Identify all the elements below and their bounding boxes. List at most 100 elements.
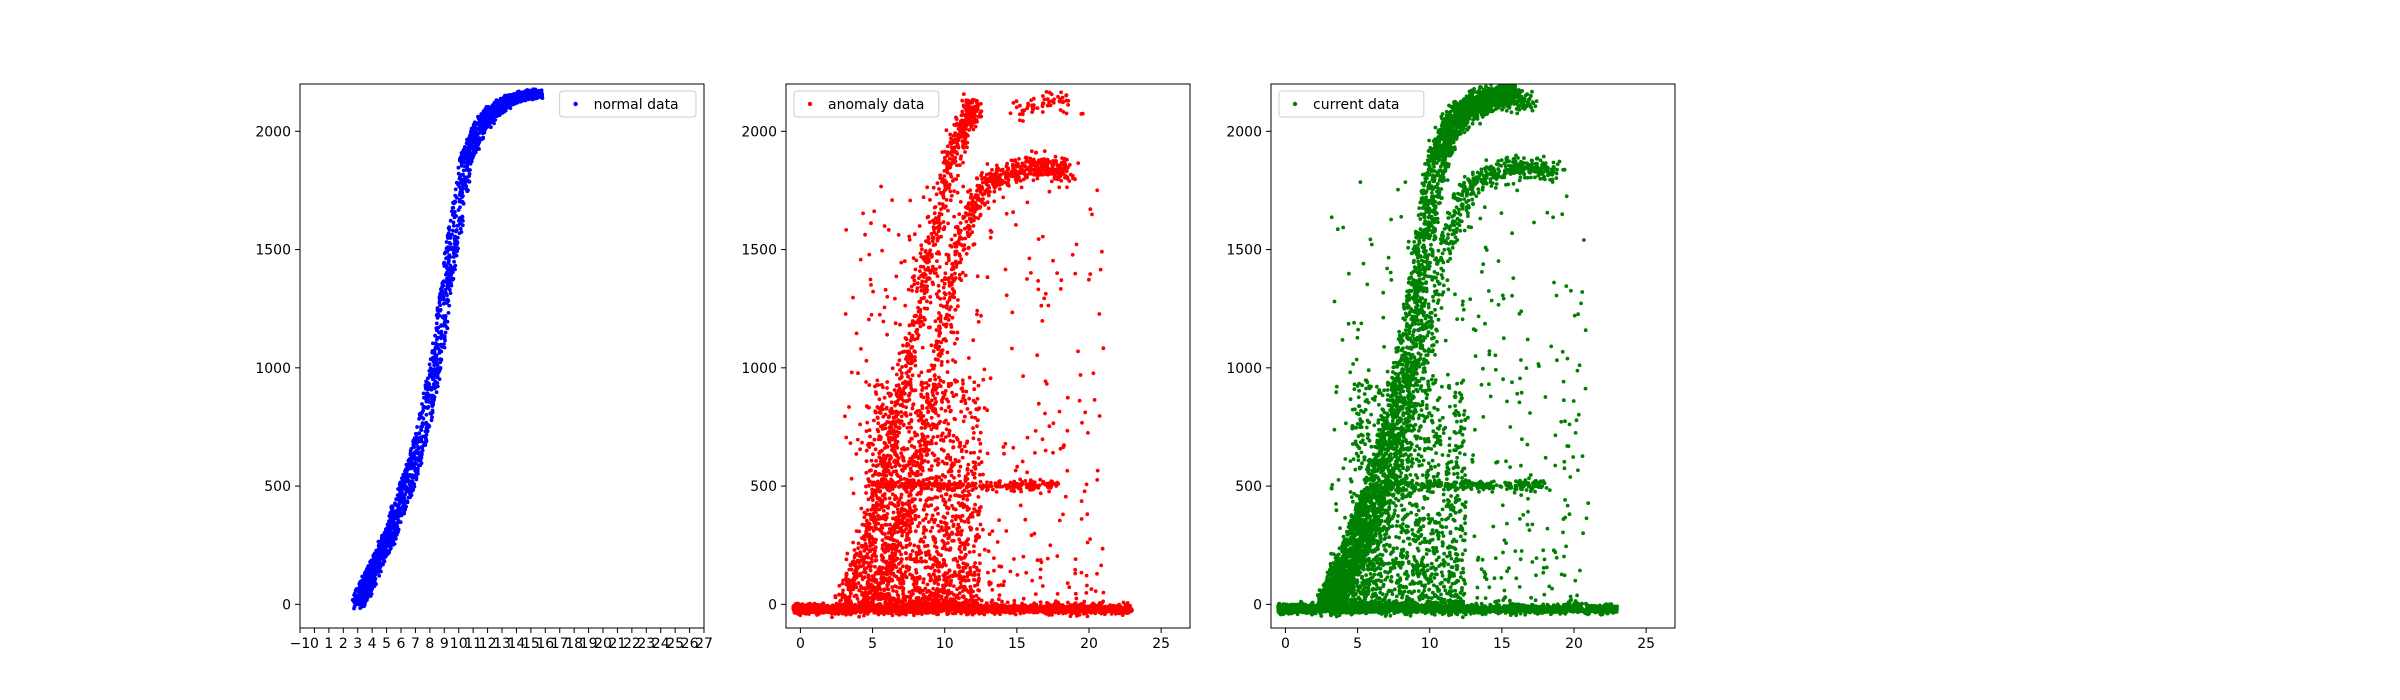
- data-point: [440, 289, 445, 293]
- data-point: [416, 472, 420, 476]
- data-point: [836, 612, 841, 616]
- data-point: [417, 417, 421, 421]
- data-point: [931, 185, 936, 190]
- x-tick-label: 21: [609, 636, 627, 652]
- data-point: [477, 131, 482, 135]
- data-point: [1034, 602, 1039, 607]
- data-point: [433, 362, 438, 367]
- data-point: [367, 574, 372, 579]
- data-point: [951, 140, 956, 145]
- data-point: [438, 308, 443, 312]
- data-point: [953, 159, 958, 164]
- data-point: [928, 198, 932, 202]
- data-point: [358, 586, 362, 591]
- data-point: [793, 602, 798, 606]
- data-point: [379, 556, 384, 561]
- data-point: [897, 358, 902, 363]
- data-point: [911, 608, 916, 613]
- y-tick-label: 0: [282, 597, 291, 613]
- x-tick-label: 15: [522, 636, 540, 652]
- data-point: [404, 489, 409, 494]
- data-point: [449, 283, 454, 288]
- data-point: [502, 105, 507, 110]
- data-point: [907, 323, 912, 328]
- data-point: [381, 533, 386, 538]
- data-point: [808, 609, 812, 614]
- data-point: [424, 437, 428, 442]
- data-point: [473, 147, 477, 152]
- data-point: [474, 137, 478, 142]
- data-point: [855, 604, 860, 609]
- data-point: [934, 192, 939, 197]
- data-point: [927, 220, 932, 225]
- data-point: [424, 387, 429, 391]
- data-point: [445, 276, 449, 281]
- data-point: [384, 527, 388, 532]
- data-point: [458, 176, 463, 181]
- data-point: [838, 599, 842, 603]
- data-point: [421, 405, 426, 410]
- data-point: [954, 608, 958, 612]
- data-point: [897, 613, 902, 617]
- data-point: [466, 152, 471, 157]
- data-point: [1084, 605, 1088, 609]
- data-point: [382, 559, 387, 564]
- data-point: [815, 608, 820, 613]
- x-tick-label: 5: [382, 636, 391, 652]
- data-point: [500, 111, 505, 115]
- data-point: [451, 228, 455, 233]
- data-point: [447, 267, 452, 272]
- data-point: [432, 367, 437, 371]
- data-point: [359, 595, 363, 600]
- data-point: [387, 550, 392, 555]
- data-point: [453, 187, 458, 192]
- data-point: [398, 484, 402, 489]
- x-tick-label: 20: [594, 636, 612, 652]
- legend-marker: [573, 101, 578, 107]
- data-point: [375, 558, 380, 563]
- data-point: [499, 107, 504, 112]
- data-point: [429, 418, 434, 423]
- data-point: [421, 408, 425, 413]
- data-point: [1044, 605, 1049, 610]
- data-point: [451, 220, 456, 225]
- data-point: [475, 126, 480, 131]
- data-point: [414, 432, 419, 437]
- data-point: [399, 480, 404, 485]
- data-point: [442, 342, 446, 346]
- data-point: [856, 546, 861, 550]
- data-point: [796, 604, 801, 609]
- data-point: [994, 602, 999, 607]
- data-point: [892, 608, 897, 613]
- data-point: [1113, 611, 1118, 616]
- x-tick-label: 3: [353, 636, 362, 652]
- data-point: [945, 152, 950, 157]
- data-point: [1118, 604, 1122, 608]
- data-point: [497, 113, 502, 117]
- x-tick-label: 7: [411, 636, 420, 652]
- data-point: [881, 606, 886, 610]
- data-point: [942, 169, 947, 173]
- data-point: [965, 145, 969, 150]
- data-point: [965, 612, 969, 617]
- data-point: [1063, 607, 1068, 612]
- data-point: [435, 306, 440, 311]
- data-point: [929, 608, 934, 613]
- data-point: [495, 102, 500, 106]
- data-point: [1108, 609, 1112, 613]
- data-point: [933, 205, 938, 209]
- y-tick-label: 1500: [255, 243, 291, 259]
- data-point: [934, 609, 938, 614]
- data-point: [465, 161, 470, 166]
- data-point: [1028, 608, 1033, 613]
- data-point: [425, 391, 429, 396]
- data-point: [898, 607, 903, 612]
- data-point: [458, 226, 463, 231]
- data-point: [448, 218, 453, 223]
- data-point: [955, 163, 959, 168]
- data-point: [985, 606, 990, 611]
- data-point: [1071, 604, 1076, 609]
- data-point: [484, 121, 488, 126]
- data-point: [835, 606, 840, 610]
- data-point: [1125, 601, 1130, 605]
